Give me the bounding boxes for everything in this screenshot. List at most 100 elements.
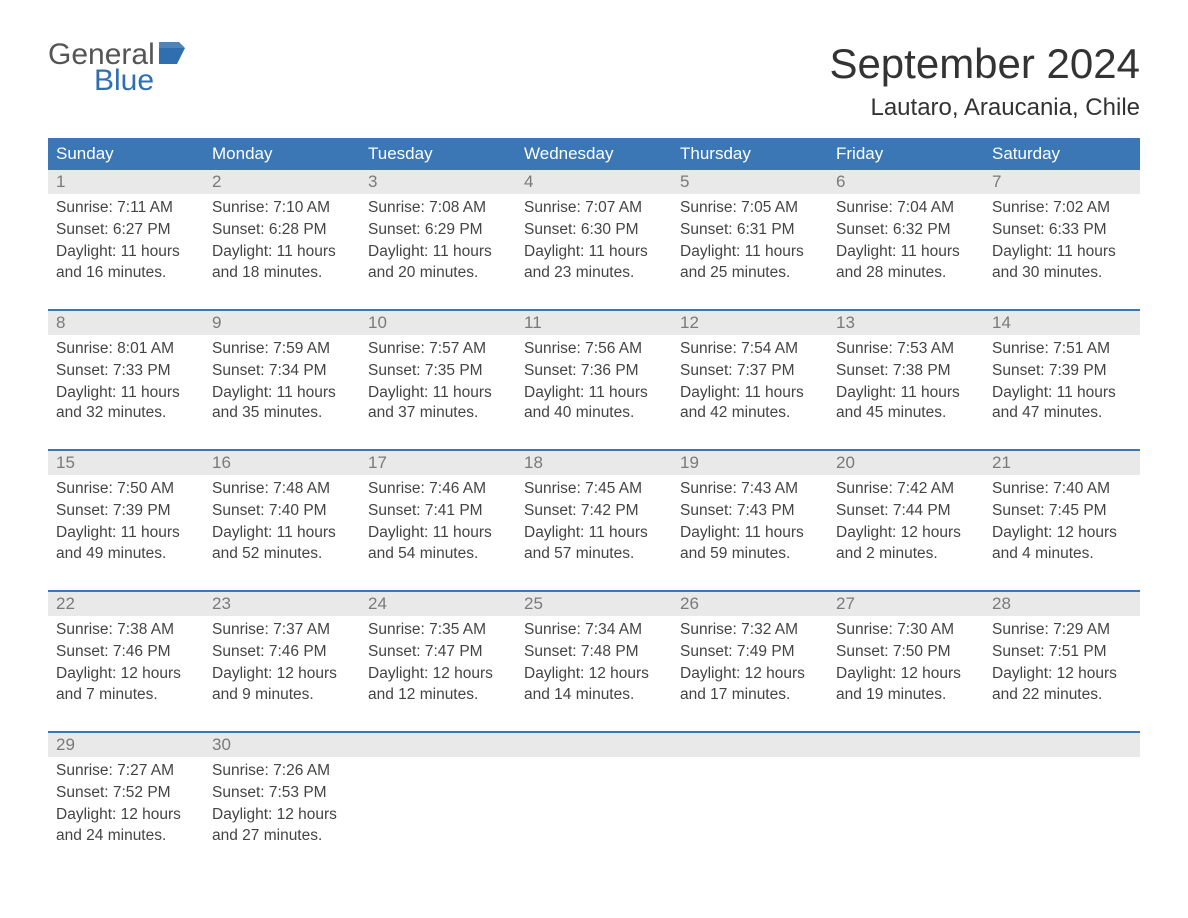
day-number: 8 (48, 311, 204, 335)
sunrise-line: Sunrise: 7:32 AM (680, 620, 820, 641)
daylight-line: Daylight: 12 hours and 4 minutes. (992, 523, 1132, 565)
daylight-line: Daylight: 11 hours and 37 minutes. (368, 383, 508, 425)
daylight-line: Daylight: 11 hours and 30 minutes. (992, 242, 1132, 284)
daylight-line: Daylight: 12 hours and 22 minutes. (992, 664, 1132, 706)
day-body: Sunrise: 7:43 AMSunset: 7:43 PMDaylight:… (672, 475, 828, 590)
day-cell: 26Sunrise: 7:32 AMSunset: 7:49 PMDayligh… (672, 591, 828, 732)
sunset-line: Sunset: 7:34 PM (212, 361, 352, 382)
sunset-line: Sunset: 7:41 PM (368, 501, 508, 522)
sunrise-line: Sunrise: 7:43 AM (680, 479, 820, 500)
sunrise-line: Sunrise: 7:45 AM (524, 479, 664, 500)
sunset-line: Sunset: 7:42 PM (524, 501, 664, 522)
sunset-line: Sunset: 7:37 PM (680, 361, 820, 382)
daylight-line: Daylight: 12 hours and 2 minutes. (836, 523, 976, 565)
sunrise-line: Sunrise: 7:54 AM (680, 339, 820, 360)
day-body: Sunrise: 7:04 AMSunset: 6:32 PMDaylight:… (828, 194, 984, 309)
day-body: Sunrise: 7:42 AMSunset: 7:44 PMDaylight:… (828, 475, 984, 590)
weekday-header: Wednesday (516, 138, 672, 170)
sunrise-line: Sunrise: 7:57 AM (368, 339, 508, 360)
sunset-line: Sunset: 7:47 PM (368, 642, 508, 663)
day-body: Sunrise: 7:27 AMSunset: 7:52 PMDaylight:… (48, 757, 204, 872)
sunrise-line: Sunrise: 7:35 AM (368, 620, 508, 641)
day-body: Sunrise: 7:50 AMSunset: 7:39 PMDaylight:… (48, 475, 204, 590)
daylight-line: Daylight: 12 hours and 24 minutes. (56, 805, 196, 847)
daylight-line: Daylight: 12 hours and 9 minutes. (212, 664, 352, 706)
day-number: 6 (828, 170, 984, 194)
daylight-line: Daylight: 11 hours and 16 minutes. (56, 242, 196, 284)
day-cell: 4Sunrise: 7:07 AMSunset: 6:30 PMDaylight… (516, 170, 672, 310)
day-number: 18 (516, 451, 672, 475)
sunrise-line: Sunrise: 7:50 AM (56, 479, 196, 500)
day-body: Sunrise: 7:02 AMSunset: 6:33 PMDaylight:… (984, 194, 1140, 309)
day-cell: 28Sunrise: 7:29 AMSunset: 7:51 PMDayligh… (984, 591, 1140, 732)
day-number: 17 (360, 451, 516, 475)
day-cell: 6Sunrise: 7:04 AMSunset: 6:32 PMDaylight… (828, 170, 984, 310)
day-number: 26 (672, 592, 828, 616)
daylight-line: Daylight: 11 hours and 57 minutes. (524, 523, 664, 565)
sunset-line: Sunset: 7:52 PM (56, 783, 196, 804)
sunrise-line: Sunrise: 7:51 AM (992, 339, 1132, 360)
day-body: Sunrise: 7:30 AMSunset: 7:50 PMDaylight:… (828, 616, 984, 731)
sunset-line: Sunset: 7:46 PM (212, 642, 352, 663)
day-cell (672, 732, 828, 872)
day-number: 14 (984, 311, 1140, 335)
day-number: 20 (828, 451, 984, 475)
daylight-line: Daylight: 11 hours and 52 minutes. (212, 523, 352, 565)
daylight-line: Daylight: 12 hours and 12 minutes. (368, 664, 508, 706)
day-body: Sunrise: 7:26 AMSunset: 7:53 PMDaylight:… (204, 757, 360, 872)
day-number: 23 (204, 592, 360, 616)
day-body: Sunrise: 7:32 AMSunset: 7:49 PMDaylight:… (672, 616, 828, 731)
sunrise-line: Sunrise: 7:46 AM (368, 479, 508, 500)
day-cell: 20Sunrise: 7:42 AMSunset: 7:44 PMDayligh… (828, 450, 984, 591)
weekday-header: Thursday (672, 138, 828, 170)
title-location: Lautaro, Araucania, Chile (829, 94, 1140, 122)
day-cell: 17Sunrise: 7:46 AMSunset: 7:41 PMDayligh… (360, 450, 516, 591)
day-cell: 8Sunrise: 8:01 AMSunset: 7:33 PMDaylight… (48, 310, 204, 451)
sunset-line: Sunset: 6:33 PM (992, 220, 1132, 241)
sunset-line: Sunset: 7:39 PM (56, 501, 196, 522)
daylight-line: Daylight: 11 hours and 35 minutes. (212, 383, 352, 425)
day-number: 25 (516, 592, 672, 616)
day-cell: 19Sunrise: 7:43 AMSunset: 7:43 PMDayligh… (672, 450, 828, 591)
day-cell (828, 732, 984, 872)
day-number: 27 (828, 592, 984, 616)
sunset-line: Sunset: 7:35 PM (368, 361, 508, 382)
day-body: Sunrise: 7:35 AMSunset: 7:47 PMDaylight:… (360, 616, 516, 731)
daylight-line: Daylight: 12 hours and 14 minutes. (524, 664, 664, 706)
day-body: Sunrise: 7:59 AMSunset: 7:34 PMDaylight:… (204, 335, 360, 450)
day-cell: 7Sunrise: 7:02 AMSunset: 6:33 PMDaylight… (984, 170, 1140, 310)
sunset-line: Sunset: 6:27 PM (56, 220, 196, 241)
day-body: Sunrise: 7:54 AMSunset: 7:37 PMDaylight:… (672, 335, 828, 450)
day-body: Sunrise: 7:57 AMSunset: 7:35 PMDaylight:… (360, 335, 516, 450)
weekday-header: Monday (204, 138, 360, 170)
day-number: 29 (48, 733, 204, 757)
day-cell (516, 732, 672, 872)
sunset-line: Sunset: 7:36 PM (524, 361, 664, 382)
daylight-line: Daylight: 11 hours and 47 minutes. (992, 383, 1132, 425)
weekday-header: Friday (828, 138, 984, 170)
sunset-line: Sunset: 7:40 PM (212, 501, 352, 522)
day-cell: 12Sunrise: 7:54 AMSunset: 7:37 PMDayligh… (672, 310, 828, 451)
sunrise-line: Sunrise: 7:02 AM (992, 198, 1132, 219)
sunrise-line: Sunrise: 7:34 AM (524, 620, 664, 641)
sunrise-line: Sunrise: 7:29 AM (992, 620, 1132, 641)
week-row: 8Sunrise: 8:01 AMSunset: 7:33 PMDaylight… (48, 310, 1140, 451)
sunset-line: Sunset: 7:53 PM (212, 783, 352, 804)
day-number: 28 (984, 592, 1140, 616)
day-number: 3 (360, 170, 516, 194)
day-number: 7 (984, 170, 1140, 194)
day-cell: 23Sunrise: 7:37 AMSunset: 7:46 PMDayligh… (204, 591, 360, 732)
sunrise-line: Sunrise: 7:48 AM (212, 479, 352, 500)
day-cell: 14Sunrise: 7:51 AMSunset: 7:39 PMDayligh… (984, 310, 1140, 451)
daylight-line: Daylight: 11 hours and 28 minutes. (836, 242, 976, 284)
sunrise-line: Sunrise: 7:53 AM (836, 339, 976, 360)
day-number: 15 (48, 451, 204, 475)
header: General Blue September 2024 Lautaro, Ara… (48, 40, 1140, 122)
day-number (516, 733, 672, 757)
sunrise-line: Sunrise: 7:56 AM (524, 339, 664, 360)
day-cell: 15Sunrise: 7:50 AMSunset: 7:39 PMDayligh… (48, 450, 204, 591)
day-number: 22 (48, 592, 204, 616)
day-number: 1 (48, 170, 204, 194)
day-body: Sunrise: 7:38 AMSunset: 7:46 PMDaylight:… (48, 616, 204, 731)
sunrise-line: Sunrise: 7:27 AM (56, 761, 196, 782)
